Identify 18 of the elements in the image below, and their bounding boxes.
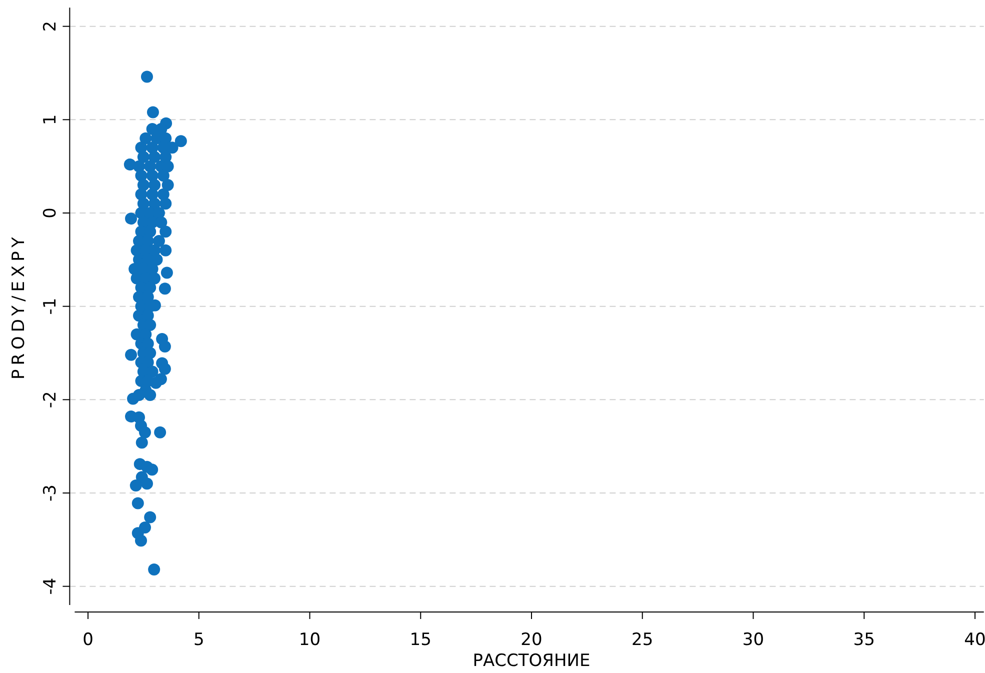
y-tick-label: 0 <box>40 208 61 218</box>
x-tick-label: 25 <box>632 630 654 650</box>
y-tick-label: -3 <box>40 484 61 502</box>
x-tick-label: 5 <box>193 630 204 650</box>
y-tick-label: -4 <box>40 578 61 595</box>
x-tick-label: 15 <box>410 630 432 650</box>
x-tick-label: 40 <box>964 630 985 650</box>
x-axis-title: РАССТОЯНИЕ <box>472 651 590 671</box>
x-tick-label: 35 <box>853 630 875 650</box>
x-tick-label: 20 <box>520 630 542 650</box>
x-tick-label: 0 <box>82 630 94 650</box>
y-tick-label: -2 <box>40 391 61 408</box>
x-tick-label: 10 <box>298 630 321 650</box>
y-axis-title: PRODY/EXPY <box>9 233 29 380</box>
x-tick-label: 30 <box>742 630 764 650</box>
y-tick-label: 2 <box>40 20 61 32</box>
y-tick-label: -1 <box>40 298 61 315</box>
y-tick-label: 1 <box>40 114 61 126</box>
